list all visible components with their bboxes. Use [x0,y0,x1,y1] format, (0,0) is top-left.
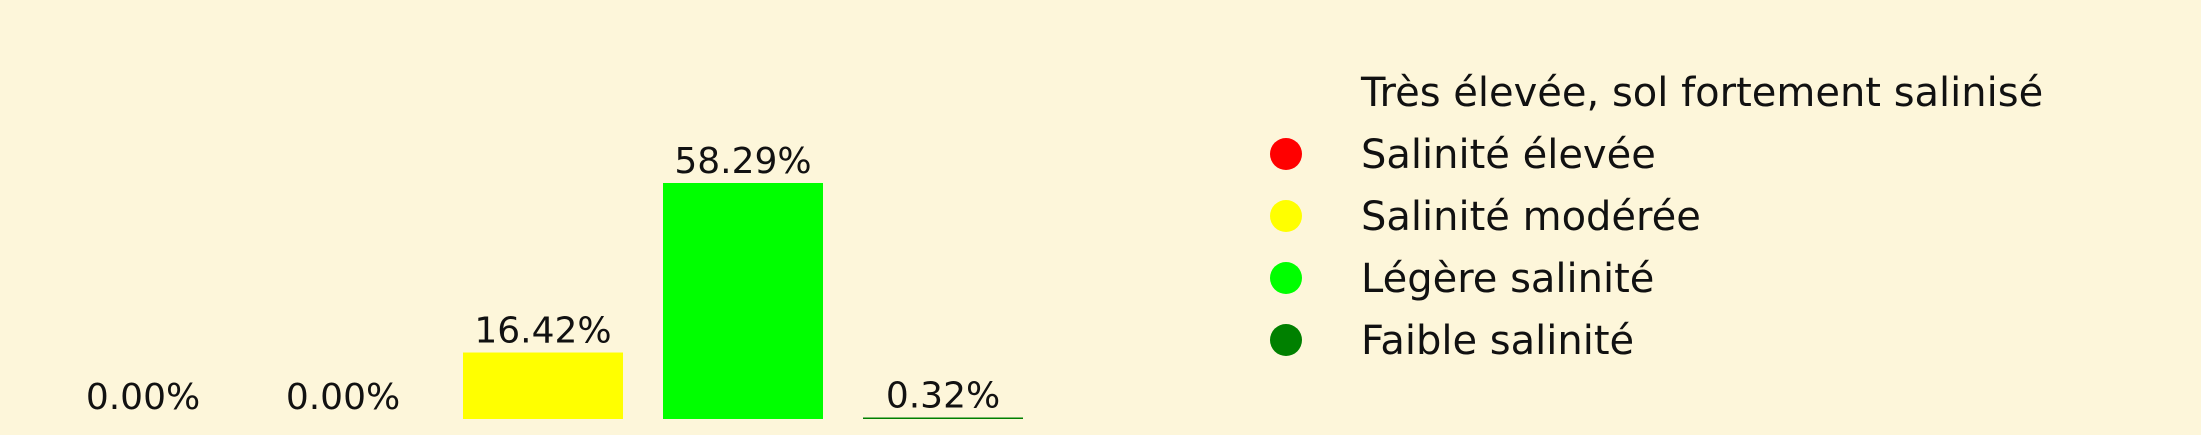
bar-value-label-1: 0.00% [286,377,400,418]
legend-label-2: Salinité modérée [1361,194,1701,240]
legend-marker-0 [1270,76,1302,108]
legend-label-0: Très élevée, sol fortement salinisé [1360,70,2043,116]
bar-value-label-4: 0.32% [886,376,1000,417]
bar-3 [663,183,823,419]
bar-value-label-3: 58.29% [674,141,811,182]
legend-marker-4 [1270,324,1302,356]
legend-label-1: Salinité élevée [1361,132,1656,178]
legend-marker-1 [1270,138,1302,170]
legend-marker-3 [1270,262,1302,294]
legend-label-4: Faible salinité [1361,318,1634,364]
bar-value-label-0: 0.00% [86,377,200,418]
bar-2 [463,352,623,419]
legend-label-3: Légère salinité [1361,256,1654,302]
bars-group [463,183,1023,419]
bar-value-label-2: 16.42% [474,311,611,352]
bar-value-labels: 0.00% 0.00% 16.42% 58.29% 0.32% [86,141,1000,418]
bar-4 [863,417,1023,419]
legend-marker-2 [1270,200,1302,232]
legend: Très élevée, sol fortement salinisé Salin… [1270,70,2043,364]
